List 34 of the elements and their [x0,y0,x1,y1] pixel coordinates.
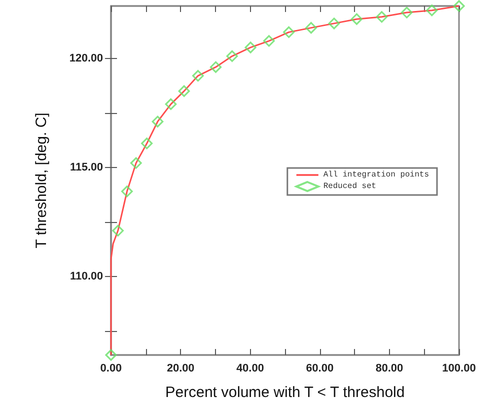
point [376,11,388,23]
legend-label: Reduced set [323,182,376,191]
point [263,35,275,47]
point [112,224,124,236]
y-axis-title: T threshold, [deg. C] [33,112,50,248]
point [121,186,133,198]
point [210,61,222,73]
x-tick-label: 60.00 [306,362,334,374]
point [105,349,117,361]
x-tick-label: 80.00 [376,362,404,374]
x-axis-title: Percent volume with T < T threshold [165,384,405,401]
point [244,42,256,54]
point [401,6,413,18]
x-tick-label: 0.00 [100,362,122,374]
point [226,50,238,62]
y-tick-label: 110.00 [70,270,103,282]
point [305,22,317,34]
x-tick-label: 20.00 [166,362,194,374]
point [130,157,142,169]
point [152,116,164,128]
point [426,4,438,16]
point [141,138,153,150]
point [178,85,190,97]
point [192,70,204,82]
point [350,13,362,25]
x-tick-label: 100.00 [442,362,476,374]
x-tick-label: 40.00 [236,362,264,374]
point [328,18,340,30]
point [165,98,177,110]
y-tick-label: 115.00 [70,161,103,174]
y-tick-label: 120.00 [69,52,103,64]
legend-label: All integration points [323,170,430,180]
point [453,0,465,12]
point [283,26,295,38]
